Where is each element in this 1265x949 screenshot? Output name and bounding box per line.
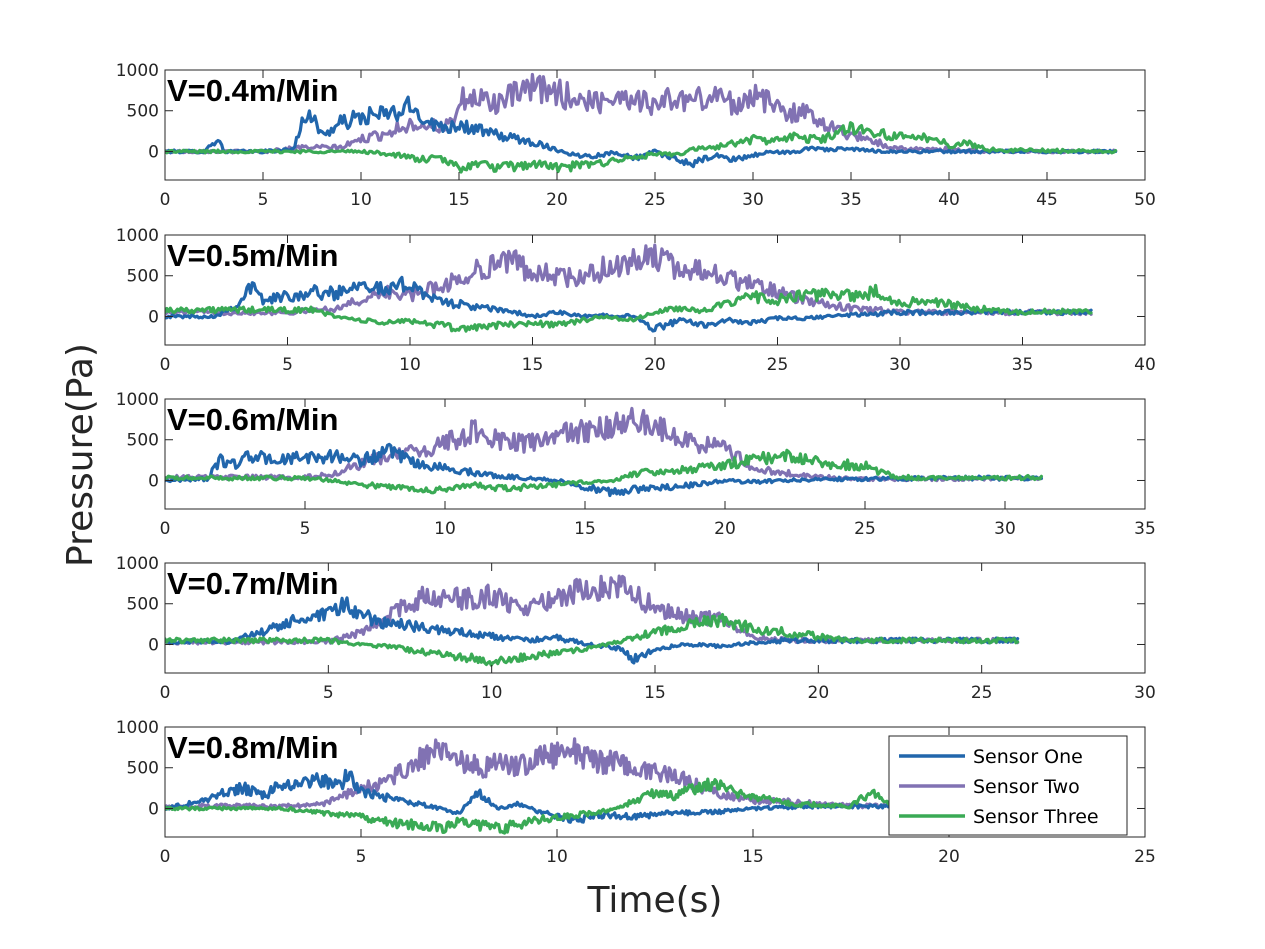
x-tick-label: 0 (160, 355, 171, 375)
axes-frame (164, 726, 1146, 838)
legend-label: Sensor One (973, 746, 1083, 768)
series-line-sensor-two (165, 406, 1043, 483)
series-line-sensor-three (165, 283, 1093, 333)
x-axis-label: Time(s) (587, 880, 723, 921)
x-tick-label: 30 (1134, 683, 1156, 703)
x-tick-label: 30 (994, 519, 1016, 539)
y-tick-label: 500 (127, 267, 159, 287)
x-tick-label: 5 (300, 519, 311, 539)
x-tick-label: 25 (767, 355, 789, 375)
axes-background (165, 563, 1145, 673)
x-tick-label: 20 (546, 190, 568, 210)
panel-title: V=0.4m/Min (167, 73, 338, 108)
x-tick-label: 15 (644, 683, 666, 703)
series-line-sensor-three (165, 448, 1043, 495)
y-tick-label: 500 (127, 102, 159, 122)
x-tick-label: 0 (160, 683, 171, 703)
x-tick-label: 40 (1134, 355, 1156, 375)
y-tick-label: 1000 (116, 61, 159, 81)
y-tick-label: 0 (148, 307, 159, 327)
y-tick-label: 500 (127, 595, 159, 615)
x-tick-label: 20 (714, 519, 736, 539)
x-tick-label: 0 (160, 847, 171, 867)
axes-background (165, 70, 1145, 180)
x-tick-label: 5 (282, 355, 293, 375)
x-tick-label: 20 (808, 683, 830, 703)
x-tick-label: 15 (574, 519, 596, 539)
x-tick-label: 35 (1134, 519, 1156, 539)
x-tick-label: 0 (160, 519, 171, 539)
panel-3: 0 5 10 15 20 25 30 35 1000 500 0 V=0.6m/Min (116, 390, 1156, 539)
panel-title: V=0.8m/Min (167, 730, 338, 765)
panel-title: V=0.5m/Min (167, 238, 338, 273)
x-tick-label: 25 (854, 519, 876, 539)
y-tick-label: 1000 (116, 718, 159, 738)
x-tick-label: 20 (644, 355, 666, 375)
y-tick-label: 1000 (116, 554, 159, 574)
x-tick-label: 35 (840, 190, 862, 210)
x-tick-label: 15 (448, 190, 470, 210)
series-line-sensor-one (165, 275, 1093, 333)
y-tick-label: 1000 (116, 226, 159, 246)
panel-2: 0 5 10 15 20 25 30 35 40 1000 500 0 V=0.5m/Min (116, 226, 1156, 375)
x-tick-label: 50 (1134, 190, 1156, 210)
y-tick-label: 0 (148, 635, 159, 655)
series-line-sensor-one (165, 768, 912, 824)
panel-title: V=0.6m/Min (167, 402, 338, 437)
x-tick-label: 25 (644, 190, 666, 210)
y-tick-label: 1000 (116, 390, 159, 410)
x-tick-label: 10 (350, 190, 372, 210)
y-axis-label: Pressure(Pa) (60, 343, 101, 567)
x-tick-label: 15 (742, 847, 764, 867)
x-tick-label: 35 (1012, 355, 1034, 375)
x-tick-label: 25 (1134, 847, 1156, 867)
series-line-sensor-one (165, 95, 1118, 169)
legend: Sensor One Sensor Two Sensor Three (888, 735, 1128, 836)
x-tick-label: 10 (546, 847, 568, 867)
y-tick-label: 0 (148, 799, 159, 819)
x-tick-label: 10 (434, 519, 456, 539)
y-tick-label: 500 (127, 759, 159, 779)
x-tick-label: 25 (971, 683, 993, 703)
legend-label: Sensor Two (973, 776, 1080, 798)
x-tick-label: 20 (938, 847, 960, 867)
x-tick-label: 30 (742, 190, 764, 210)
x-tick-label: 10 (399, 355, 421, 375)
axes-frame (164, 398, 1146, 510)
x-tick-label: 30 (889, 355, 911, 375)
series-line-sensor-three (165, 121, 1118, 174)
x-tick-label: 5 (356, 847, 367, 867)
series-line-sensor-three (165, 777, 912, 835)
panel-1: 0 5 10 15 20 25 30 35 40 45 50 1000 500 0 V=0.4m/Min (116, 61, 1156, 210)
y-tick-label: 500 (127, 431, 159, 451)
x-tick-label: 45 (1036, 190, 1058, 210)
panel-title: V=0.7m/Min (167, 566, 338, 601)
x-tick-label: 40 (938, 190, 960, 210)
legend-label: Sensor Three (973, 806, 1099, 828)
x-tick-label: 5 (258, 190, 269, 210)
y-tick-label: 0 (148, 142, 159, 162)
x-tick-label: 0 (160, 190, 171, 210)
x-tick-label: 5 (323, 683, 334, 703)
x-tick-label: 10 (481, 683, 503, 703)
x-tick-label: 15 (522, 355, 544, 375)
y-tick-label: 0 (148, 471, 159, 491)
series-line-sensor-three (165, 612, 1020, 667)
panel-4: 0 5 10 15 20 25 30 1000 500 0 V=0.7m/Min (116, 554, 1156, 703)
